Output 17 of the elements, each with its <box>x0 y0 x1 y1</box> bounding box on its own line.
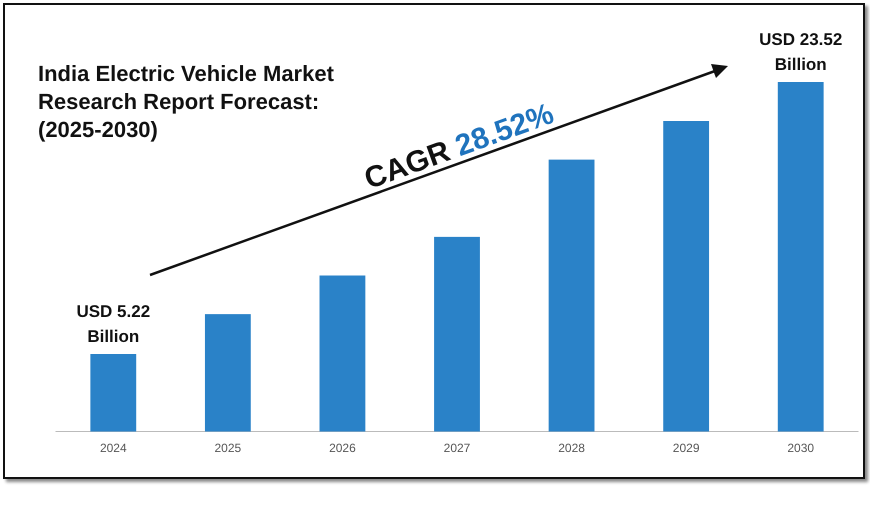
chart-title: India Electric Vehicle Market Research Report Forecast: (2025-2030) <box>38 60 335 144</box>
bar <box>434 236 480 432</box>
bar <box>778 82 824 432</box>
x-tick-label: 2024 <box>100 441 127 456</box>
bar <box>548 160 594 432</box>
bar <box>320 276 366 432</box>
data-label: USD 5.22 Billion <box>76 302 150 346</box>
data-label: USD 23.52 Billion <box>759 30 842 74</box>
x-tick-label: 2028 <box>558 441 586 456</box>
x-tick-label: 2029 <box>672 441 700 456</box>
bar <box>90 354 136 432</box>
x-tick-label: 2026 <box>329 441 356 456</box>
bar <box>204 314 251 432</box>
bar <box>663 120 710 432</box>
x-tick-label: 2025 <box>214 441 242 456</box>
x-tick-label: 2027 <box>444 441 471 456</box>
x-tick-label: 2030 <box>787 441 814 456</box>
